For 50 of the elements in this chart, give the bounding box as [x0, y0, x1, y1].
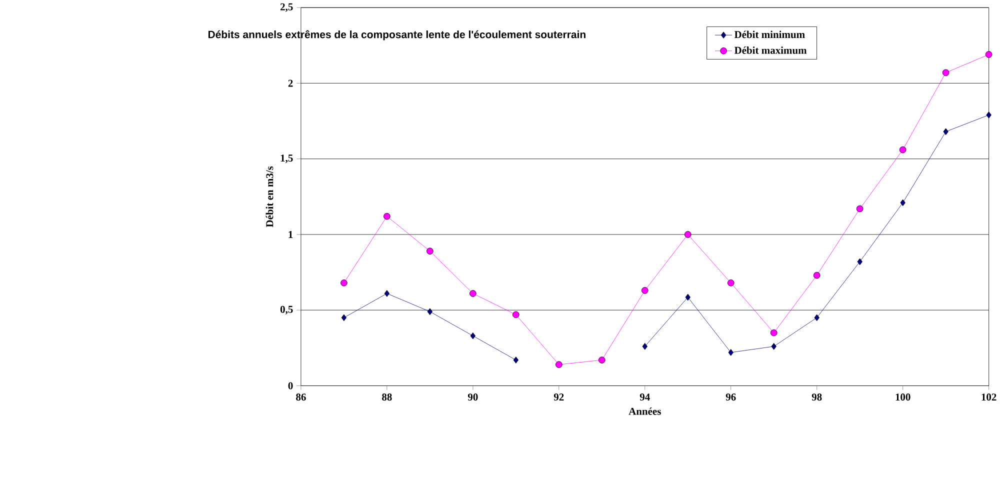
point [771, 343, 776, 350]
point [857, 258, 862, 266]
x-tick-label: 100 [896, 394, 910, 401]
y-tick-label: 0 [288, 382, 293, 390]
point [641, 287, 648, 294]
point [556, 361, 562, 368]
point [899, 146, 906, 154]
point [384, 290, 390, 298]
point [942, 69, 950, 76]
point [684, 231, 692, 238]
x-axis-title: Années [628, 408, 661, 416]
legend-label: Débit minimum [734, 30, 805, 38]
point [470, 290, 476, 298]
x-tick-label: 88 [382, 394, 392, 401]
point [384, 213, 390, 220]
point [814, 314, 820, 322]
point [513, 356, 519, 364]
point [943, 128, 948, 136]
point [470, 332, 476, 340]
x-tick-label: 96 [726, 394, 736, 401]
point [728, 349, 734, 356]
point [856, 206, 864, 212]
point [813, 272, 820, 279]
point [341, 314, 347, 322]
point [727, 280, 734, 286]
x-tick-label: 102 [982, 394, 996, 401]
y-tick-label: 2 [288, 80, 293, 87]
point [642, 343, 648, 350]
point [512, 311, 520, 318]
point [685, 294, 690, 301]
point [427, 308, 433, 316]
point [985, 51, 992, 58]
text: Débits annuels extrêmes de la composante lente de l'écoulement souterrain [208, 30, 586, 40]
y-axis-title: Débit en m3/s [266, 166, 274, 228]
y-tick-label: 0,5 [280, 306, 293, 315]
point [900, 200, 906, 206]
x-tick-label: 92 [554, 394, 564, 401]
x-tick-label: 86 [296, 394, 306, 401]
point [426, 248, 434, 255]
x-tick-label: 98 [812, 394, 822, 401]
x-tick-label: 94 [640, 394, 650, 401]
x-tick-label: 90 [468, 394, 478, 401]
legend-label: Débit maximum [734, 46, 807, 54]
point [598, 356, 606, 364]
y-tick-label: 2,5 [280, 4, 293, 12]
point [770, 330, 778, 336]
y-tick-label: 1,5 [280, 154, 293, 164]
y-tick-label: 1 [288, 231, 293, 238]
point [340, 280, 348, 286]
point [986, 112, 992, 119]
